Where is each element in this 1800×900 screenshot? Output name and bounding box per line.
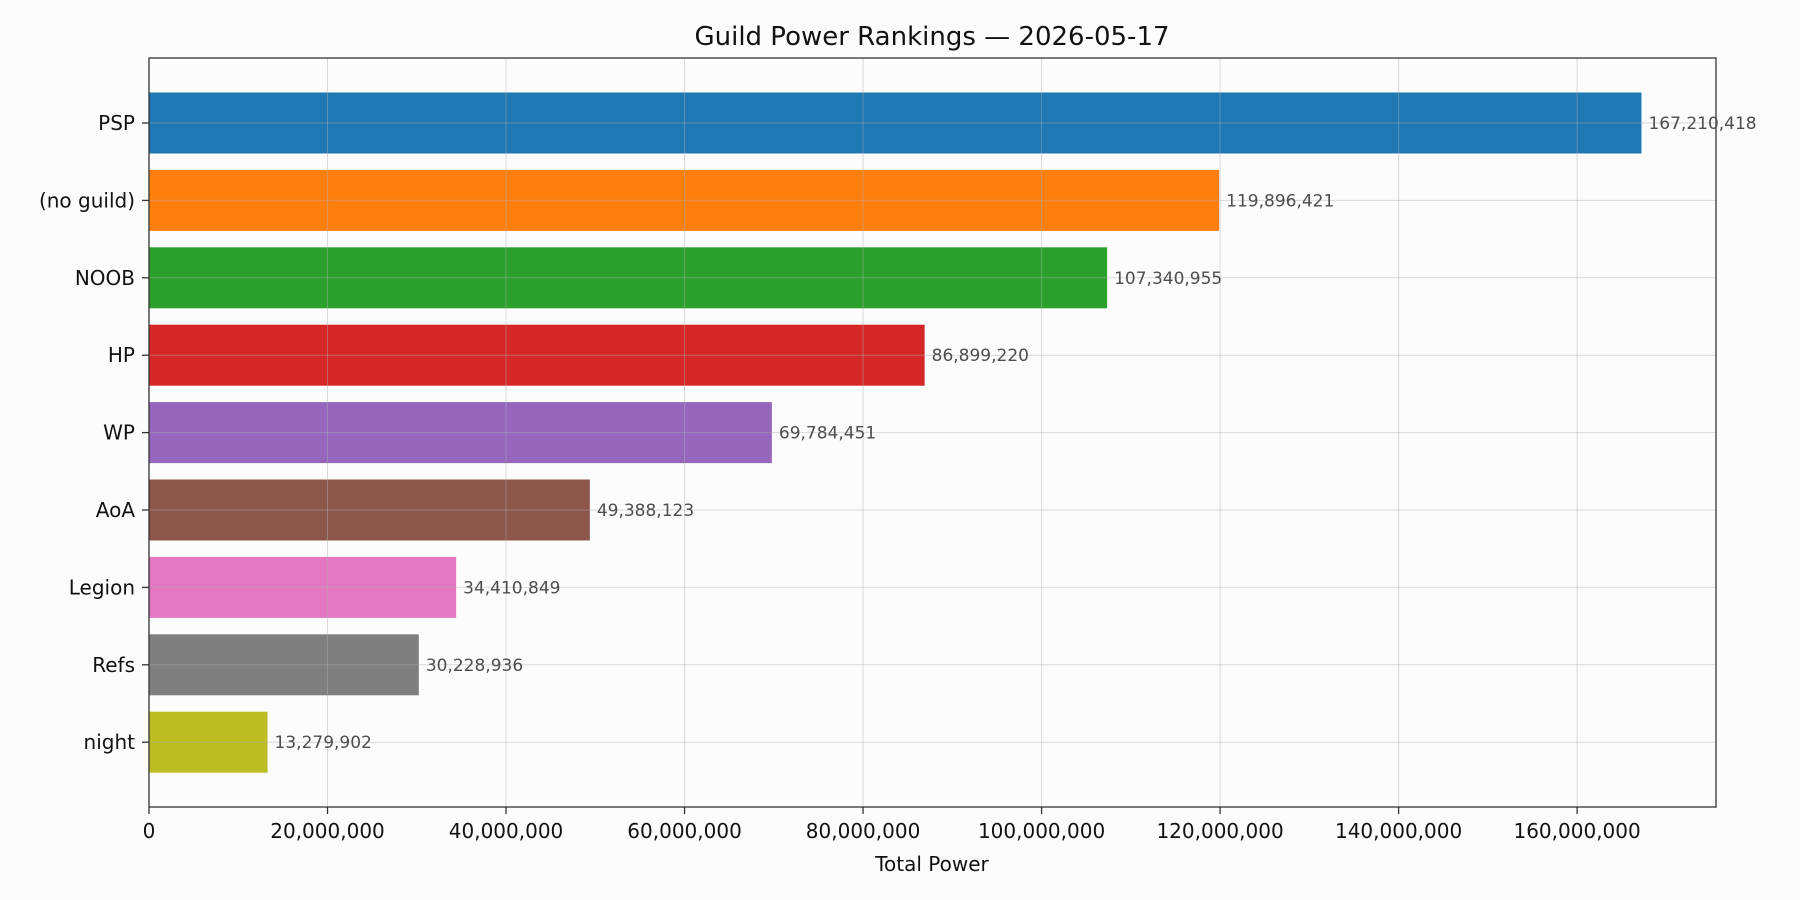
y-axis: PSP (no guild) NOOB HP WP AoA Legion Refs night bbox=[39, 111, 149, 754]
y-tick-label: (no guild) bbox=[39, 188, 135, 212]
bar-8 bbox=[149, 711, 268, 773]
bar-7 bbox=[149, 634, 419, 696]
y-tick-label: Legion bbox=[69, 575, 135, 599]
data-label: 69,784,451 bbox=[779, 424, 876, 444]
data-label: 167,210,418 bbox=[1648, 114, 1756, 134]
data-labels: 167,210,418 119,896,421 107,340,955 86,899,… bbox=[275, 114, 1757, 753]
bar-0 bbox=[149, 92, 1642, 154]
y-tick-label: PSP bbox=[98, 111, 135, 135]
x-axis-label: Total Power bbox=[874, 852, 989, 876]
y-tick-label: night bbox=[84, 730, 136, 754]
x-tick-label: 140,000,000 bbox=[1335, 819, 1462, 843]
bar-3 bbox=[149, 324, 925, 386]
x-tick-label: 0 bbox=[143, 819, 156, 843]
bar-6 bbox=[149, 556, 457, 618]
data-label: 107,340,955 bbox=[1114, 269, 1222, 289]
x-tick-label: 120,000,000 bbox=[1156, 819, 1283, 843]
y-tick-label: Refs bbox=[92, 653, 135, 677]
x-tick-label: 40,000,000 bbox=[449, 819, 564, 843]
x-tick-label: 80,000,000 bbox=[806, 819, 921, 843]
x-tick-label: 60,000,000 bbox=[627, 819, 742, 843]
grid bbox=[148, 58, 1716, 807]
data-label: 86,899,220 bbox=[932, 346, 1029, 366]
x-axis: 0 20,000,000 40,000,000 60,000,000 80,000,00… bbox=[143, 807, 1641, 843]
data-label: 30,228,936 bbox=[426, 656, 523, 676]
bar-1 bbox=[149, 169, 1220, 231]
data-label: 13,279,902 bbox=[275, 733, 372, 753]
bar-4 bbox=[149, 402, 772, 464]
x-tick-label: 160,000,000 bbox=[1513, 819, 1640, 843]
bars bbox=[149, 92, 1642, 773]
y-tick-label: AoA bbox=[96, 498, 136, 522]
bar-2 bbox=[149, 247, 1108, 309]
bar-5 bbox=[149, 479, 590, 541]
data-label: 49,388,123 bbox=[597, 501, 694, 521]
y-tick-label: HP bbox=[108, 343, 135, 367]
x-tick-label: 100,000,000 bbox=[978, 819, 1105, 843]
y-tick-label: NOOB bbox=[75, 266, 135, 290]
chart-title: Guild Power Rankings — 2026-05-17 bbox=[694, 22, 1169, 52]
x-tick-label: 20,000,000 bbox=[270, 819, 385, 843]
y-tick-label: WP bbox=[103, 421, 135, 445]
data-label: 119,896,421 bbox=[1226, 191, 1334, 211]
data-label: 34,410,849 bbox=[463, 578, 560, 598]
